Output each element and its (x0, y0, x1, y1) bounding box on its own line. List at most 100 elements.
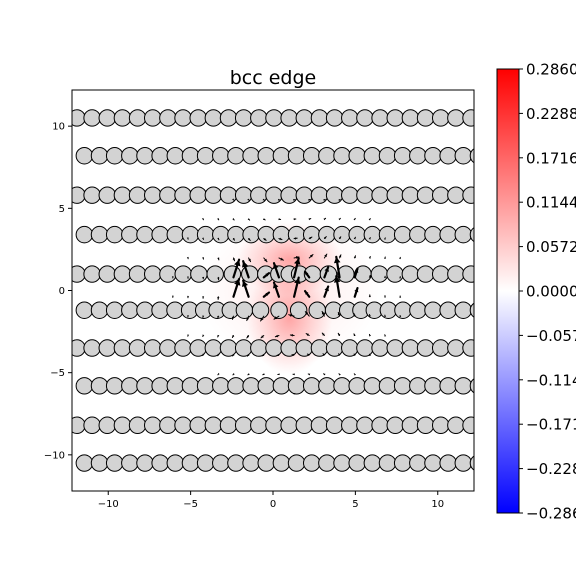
displacement-arrow (231, 315, 235, 320)
displacement-arrow (246, 335, 250, 339)
displacement-arrow (306, 353, 310, 356)
atom (270, 301, 288, 319)
atom (431, 416, 450, 435)
atom-row (72, 265, 494, 283)
atom (143, 109, 162, 127)
arrow-head (231, 316, 235, 320)
displacement-arrow (202, 353, 205, 357)
atom (121, 147, 139, 165)
displacement-arrow (272, 262, 281, 279)
displacement-arrow (338, 373, 341, 376)
atom (272, 225, 291, 244)
displacement-arrow (293, 218, 297, 221)
arrow-head (272, 263, 279, 270)
displacement-arrow (305, 332, 310, 337)
displacement-arrow (246, 315, 250, 322)
displacement-arrow (303, 289, 311, 298)
atom (416, 416, 435, 435)
displacement-arrow (293, 237, 298, 240)
arrow-head (368, 294, 371, 297)
atom (295, 416, 314, 435)
atom (379, 301, 398, 319)
arrow-head (217, 257, 220, 260)
arrow-head (260, 317, 264, 321)
atom (409, 377, 427, 395)
atom (190, 265, 208, 283)
atom (337, 265, 355, 283)
atom (280, 339, 298, 357)
atom (363, 454, 382, 472)
displacement-arrow (353, 333, 356, 337)
y-tick-label: 10 (52, 122, 65, 133)
arrow-head (368, 237, 371, 240)
colorbar-tick-label: 0.1716 (526, 149, 576, 167)
displacement-arrow (383, 275, 386, 279)
arrow-head (262, 373, 265, 375)
atom (424, 147, 442, 165)
arrow-head (383, 237, 386, 240)
arrow-head (308, 373, 311, 376)
chart-title: bcc edge (230, 67, 317, 89)
displacement-arrow (278, 257, 284, 261)
arrow-head (338, 333, 341, 336)
atom (128, 265, 147, 283)
atom (166, 301, 184, 319)
displacement-arrow (186, 237, 189, 240)
displacement-arrow (186, 256, 189, 260)
arrow-head (290, 334, 293, 337)
arrow-head (324, 286, 329, 292)
atom (348, 454, 366, 472)
displacement-arrow (338, 198, 341, 202)
atom (75, 301, 94, 319)
atom (204, 109, 223, 127)
y-tick: −5 (50, 368, 72, 379)
x-tick: 5 (352, 491, 359, 510)
atom (308, 301, 327, 319)
x-tick: −5 (183, 491, 198, 510)
displacement-arrow (217, 217, 220, 221)
atom-row (75, 377, 474, 395)
arrow-head (261, 335, 264, 338)
colorbar-tick-label: 0.0572 (526, 238, 576, 256)
atom (371, 109, 389, 127)
displacement-arrow (202, 257, 204, 260)
y-tick: 0 (59, 286, 72, 297)
arrow-head (338, 218, 341, 221)
atom (295, 109, 314, 127)
arrow-head (232, 218, 235, 221)
displacement-arrow (201, 237, 204, 240)
arrow-head (263, 218, 266, 220)
colorbar-tick: 0.1144 (519, 194, 576, 212)
atom (363, 147, 382, 165)
atom (416, 109, 435, 127)
arrow-head (369, 334, 372, 337)
atom (462, 265, 474, 283)
atom (356, 109, 374, 127)
displacement-arrow (202, 315, 205, 318)
displacement-arrow (307, 373, 311, 376)
arrow-head (309, 254, 314, 258)
atom (159, 109, 177, 127)
atom (143, 186, 162, 204)
atom (431, 109, 450, 127)
atom (478, 266, 494, 282)
displacement-arrow (247, 198, 250, 201)
atom (333, 225, 351, 244)
arrow-head (383, 257, 386, 259)
displacement-arrow (308, 199, 311, 201)
atom (478, 187, 494, 203)
atom (454, 225, 473, 244)
atom (204, 186, 223, 204)
displacement-arrow (353, 286, 359, 298)
atom-row (75, 225, 474, 244)
displacement-arrow (384, 334, 387, 337)
atom (234, 416, 253, 435)
displacement-arrow (232, 198, 235, 201)
displacement-arrow (273, 315, 280, 320)
atom (151, 454, 169, 472)
atom (83, 265, 101, 283)
displacement-arrow (262, 373, 265, 376)
arrow-head (277, 198, 280, 201)
atom (174, 109, 192, 127)
